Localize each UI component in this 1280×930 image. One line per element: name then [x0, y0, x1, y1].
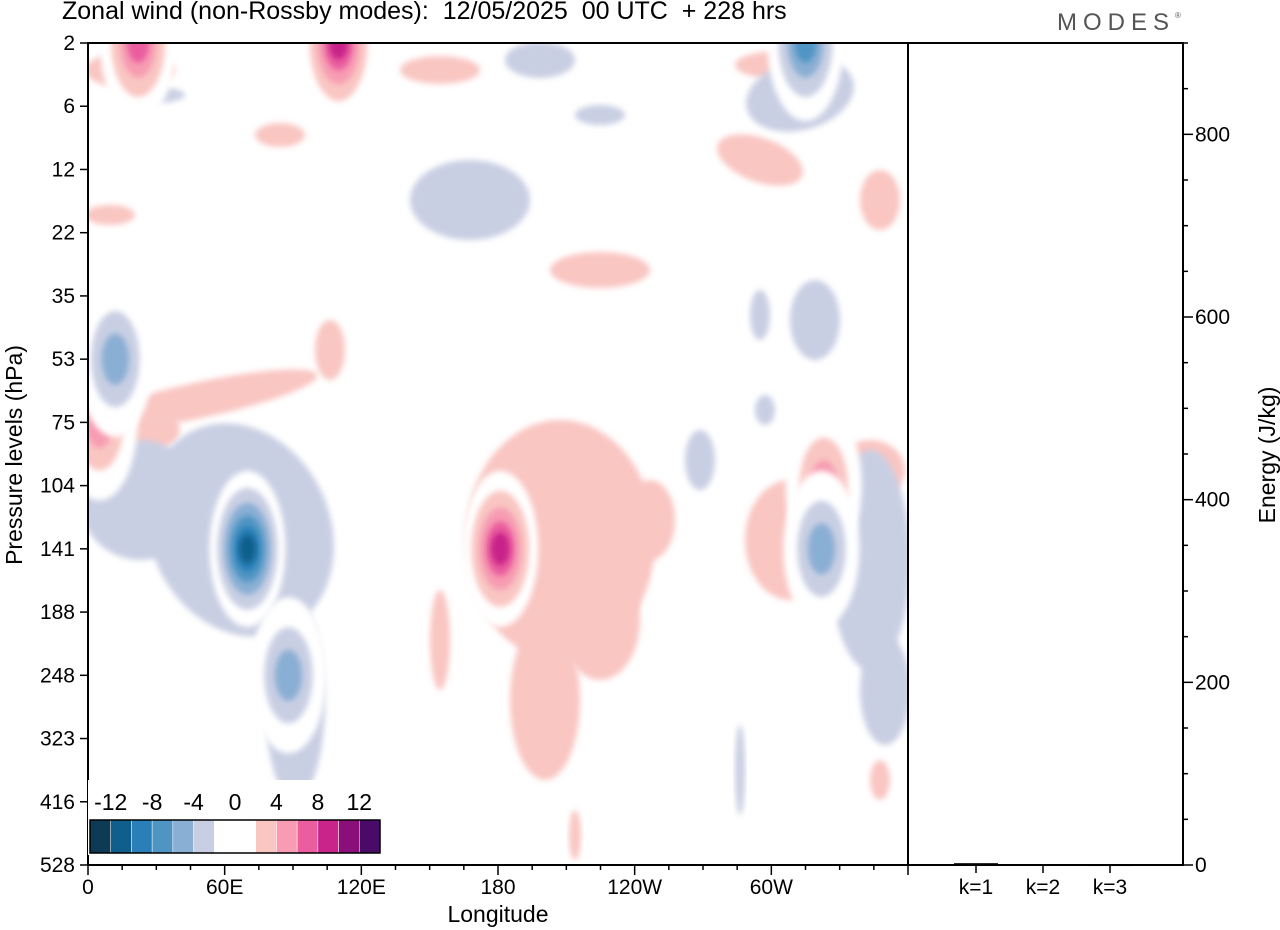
y-tick-label: 2	[63, 32, 75, 55]
colorbar-label: -8	[142, 789, 162, 815]
energy-bar	[1021, 864, 1065, 866]
contour-core	[490, 532, 510, 566]
contour-region	[870, 760, 890, 800]
y-axis: 2 6 12 22 35 53 75 104 141 188 248 323 416 528	[40, 32, 88, 877]
energy-tick-label: 800	[1195, 123, 1230, 146]
y-tick-label: 188	[40, 601, 75, 624]
colorbar-swatch	[234, 819, 256, 854]
energy-tick-label: 0	[1195, 854, 1207, 877]
energy-axis-title: Energy (J/kg)	[1254, 387, 1280, 524]
contour-region	[750, 290, 770, 340]
bar-category-label: k=3	[1093, 876, 1127, 899]
colorbar-swatch	[359, 819, 381, 854]
y-tick-label: 22	[52, 222, 75, 245]
contour-region	[315, 320, 345, 380]
contour-region	[430, 590, 450, 690]
colorbar-label: -12	[94, 789, 127, 815]
colorbar-frame	[89, 819, 381, 854]
y-tick-label: 104	[40, 475, 75, 498]
x-tick-label: 60W	[750, 876, 793, 899]
y-tick-label: 6	[63, 95, 75, 118]
contour-region	[575, 105, 625, 125]
colorbar-label: 4	[270, 789, 283, 815]
colorbar-label: 8	[311, 789, 324, 815]
modes-logo: MODES®	[1057, 9, 1181, 37]
contour-core	[329, 43, 348, 60]
contour-core	[807, 523, 836, 575]
contour-region	[410, 160, 530, 240]
contour-core	[794, 43, 817, 63]
y-tick-label: 323	[40, 728, 75, 751]
colorbar-swatch	[276, 819, 298, 854]
chart-title: Zonal wind (non-Rossby modes): 12/05/202…	[62, 0, 787, 25]
y-tick-label: 35	[52, 285, 75, 308]
x-tick-label: 0	[82, 876, 94, 899]
bar-panel-frame	[907, 42, 1184, 866]
contour-region	[88, 205, 135, 225]
colorbar-swatch	[172, 819, 194, 854]
contour-region	[505, 43, 575, 78]
colorbar-label: 12	[346, 789, 372, 815]
energy-tick-label: 400	[1195, 489, 1230, 512]
contour-region	[400, 56, 480, 84]
y-tick-label: 12	[52, 158, 75, 181]
energy-bar	[954, 863, 998, 865]
energy-axis: 0 200 400 600 800	[1183, 42, 1230, 877]
contour-region	[560, 560, 640, 680]
contour-region	[755, 395, 775, 425]
y-tick-label: 248	[40, 664, 75, 687]
contour-region	[625, 480, 675, 560]
x-tick-label: 120E	[337, 876, 386, 899]
contour-region	[790, 280, 840, 360]
y-tick-label: 75	[52, 411, 75, 434]
y-axis-title: Pressure levels (hPa)	[1, 345, 27, 565]
x-axis-title: Longitude	[447, 901, 548, 927]
contour-region	[255, 123, 305, 147]
y-tick-label: 528	[40, 854, 75, 877]
contour-region	[569, 810, 581, 860]
colorbar-swatch	[255, 819, 277, 854]
x-tick-label: 60E	[206, 876, 243, 899]
colorbar-swatch	[89, 819, 111, 854]
contour-region	[860, 635, 908, 745]
y-tick-label: 141	[40, 538, 75, 561]
colorbar-swatch	[214, 819, 236, 854]
logo-text: MODES	[1057, 9, 1176, 36]
contour-core	[239, 534, 256, 564]
logo-registered-mark: ®	[1175, 11, 1181, 20]
y-tick-label: 416	[40, 791, 75, 814]
colorbar-swatch	[296, 819, 319, 854]
x-tick-label: 120W	[607, 876, 662, 899]
colorbar-swatch	[110, 819, 132, 854]
contour-region	[717, 134, 803, 186]
bar-category-label: k=1	[959, 876, 993, 899]
contour-region	[860, 170, 900, 230]
contour-core	[101, 333, 130, 385]
colorbar-swatch	[131, 819, 153, 854]
colorbar-label: -4	[183, 789, 204, 815]
y-tick-label: 53	[52, 348, 75, 371]
colorbar-label: 0	[229, 789, 242, 815]
contour-region	[735, 725, 745, 815]
contour-region	[510, 620, 580, 780]
colorbar-swatch	[317, 819, 339, 854]
colorbar-swatch	[338, 819, 360, 854]
energy-bars: k=1 k=2 k=3	[954, 863, 1132, 899]
contour-region	[685, 430, 715, 490]
contour-core	[127, 43, 149, 63]
x-tick-label: 180	[480, 876, 515, 899]
x-axis: 0 60E 120E 180 120W 60W	[82, 865, 909, 899]
energy-tick-label: 200	[1195, 671, 1230, 694]
energy-tick-label: 600	[1195, 306, 1230, 329]
colorbar-swatch	[193, 819, 215, 854]
bar-category-label: k=2	[1026, 876, 1060, 899]
heatmap-field	[88, 43, 908, 860]
colorbar-swatch	[151, 819, 174, 854]
contour-core	[274, 649, 303, 701]
colorbar: -12 -8 -4 0 4 8 12	[88, 780, 382, 855]
contour-region	[550, 252, 650, 288]
